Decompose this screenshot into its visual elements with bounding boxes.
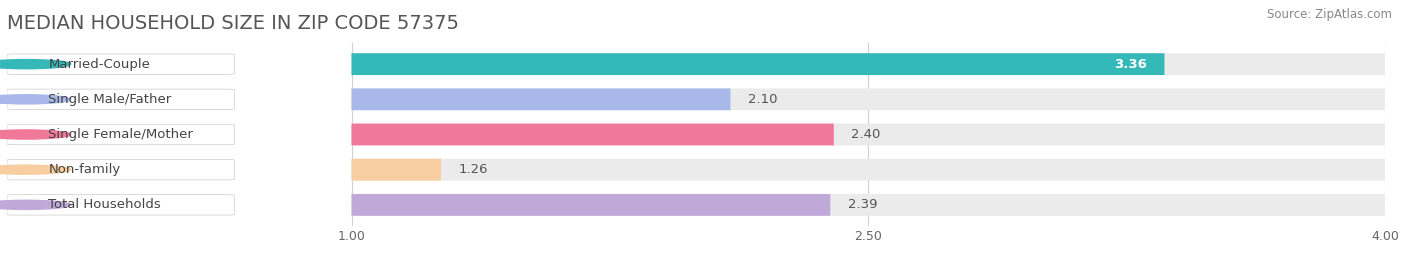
- FancyBboxPatch shape: [7, 89, 235, 109]
- Circle shape: [0, 130, 70, 139]
- Text: Married-Couple: Married-Couple: [48, 58, 150, 71]
- Text: Non-family: Non-family: [48, 163, 121, 176]
- FancyBboxPatch shape: [7, 160, 235, 180]
- Circle shape: [0, 200, 70, 210]
- FancyBboxPatch shape: [352, 194, 831, 216]
- Text: 1.26: 1.26: [458, 163, 488, 176]
- Text: MEDIAN HOUSEHOLD SIZE IN ZIP CODE 57375: MEDIAN HOUSEHOLD SIZE IN ZIP CODE 57375: [7, 14, 458, 33]
- Text: Single Female/Mother: Single Female/Mother: [48, 128, 193, 141]
- FancyBboxPatch shape: [352, 89, 731, 110]
- Circle shape: [0, 165, 70, 174]
- FancyBboxPatch shape: [352, 53, 1385, 75]
- Text: Total Households: Total Households: [48, 198, 162, 211]
- Text: 2.10: 2.10: [748, 93, 778, 106]
- Circle shape: [0, 59, 70, 69]
- FancyBboxPatch shape: [7, 195, 235, 215]
- Text: 2.40: 2.40: [851, 128, 880, 141]
- FancyBboxPatch shape: [7, 54, 235, 74]
- FancyBboxPatch shape: [352, 89, 1385, 110]
- Text: Single Male/Father: Single Male/Father: [48, 93, 172, 106]
- FancyBboxPatch shape: [352, 159, 1385, 180]
- Text: 2.39: 2.39: [848, 198, 877, 211]
- FancyBboxPatch shape: [7, 124, 235, 145]
- FancyBboxPatch shape: [352, 123, 834, 146]
- FancyBboxPatch shape: [352, 159, 441, 180]
- Text: 3.36: 3.36: [1115, 58, 1147, 71]
- FancyBboxPatch shape: [352, 123, 1385, 146]
- Circle shape: [0, 95, 70, 104]
- FancyBboxPatch shape: [352, 194, 1385, 216]
- FancyBboxPatch shape: [352, 53, 1164, 75]
- Text: Source: ZipAtlas.com: Source: ZipAtlas.com: [1267, 8, 1392, 21]
